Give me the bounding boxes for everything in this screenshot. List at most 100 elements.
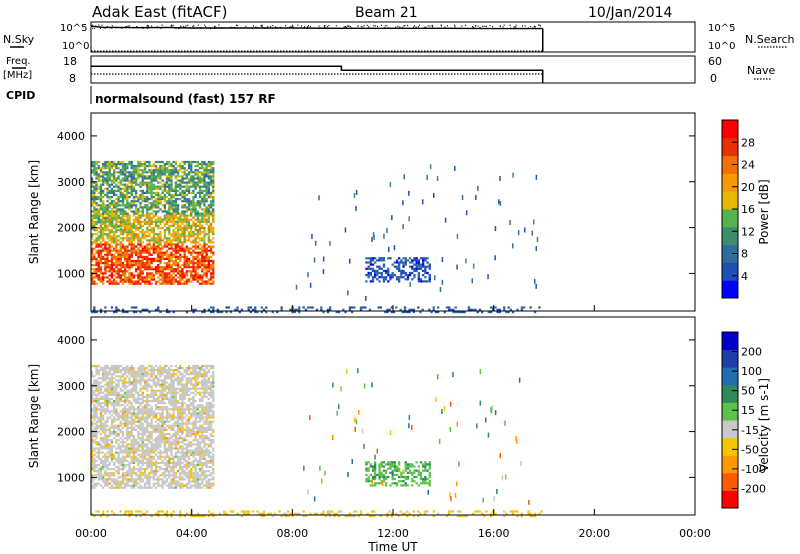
power-cell	[130, 243, 133, 246]
velocity-cell	[113, 420, 116, 423]
velocity-cell	[146, 385, 149, 388]
power-cell	[205, 165, 208, 168]
power-cell	[130, 206, 133, 209]
power-cell	[93, 165, 96, 168]
power-cell	[108, 264, 111, 267]
power-cell	[113, 231, 116, 234]
power-cell	[174, 214, 177, 217]
power-cell	[533, 219, 535, 225]
velocity-cell	[106, 364, 109, 368]
power-cell	[426, 271, 429, 275]
power-cell	[126, 245, 129, 248]
velocity-cell	[170, 437, 173, 440]
power-cell	[179, 241, 182, 244]
velocity-cell	[157, 373, 160, 376]
velocity-cell	[97, 424, 100, 427]
power-cell	[111, 221, 114, 224]
velocity-cell	[110, 375, 114, 378]
velocity-cell	[110, 424, 114, 427]
power-cell	[132, 282, 136, 285]
power-cell	[130, 266, 133, 269]
power-cell	[106, 237, 109, 240]
velocity-cell	[119, 379, 122, 382]
velocity-cell	[99, 457, 103, 460]
power-cell	[194, 208, 197, 211]
power-cell	[190, 274, 193, 277]
velocity-cell	[99, 377, 103, 380]
power-cell	[130, 253, 133, 256]
velocity-cell	[95, 433, 98, 436]
velocity-cell	[165, 375, 169, 378]
colorbar-swatch	[722, 155, 738, 174]
power-cell	[402, 269, 405, 272]
velocity-cell	[143, 383, 147, 386]
power-cell	[102, 282, 105, 285]
power-cell	[132, 222, 136, 225]
power-cell	[150, 179, 153, 182]
power-cell	[110, 255, 114, 258]
velocity-cell	[91, 468, 94, 471]
power-cell	[135, 169, 138, 172]
power-cell	[132, 264, 136, 267]
velocity-cell	[165, 412, 169, 415]
power-cell	[159, 282, 162, 285]
velocity-cell	[97, 426, 100, 429]
power-cell	[132, 239, 136, 242]
nsky-point	[200, 27, 202, 29]
power-cell	[128, 220, 131, 223]
velocity-cell	[95, 397, 98, 401]
power-cell	[265, 306, 268, 309]
velocity-cell	[99, 389, 103, 392]
power-cell	[132, 306, 136, 309]
power-cell	[132, 169, 136, 172]
power-cell	[249, 306, 252, 309]
power-cell	[181, 189, 184, 192]
power-cell	[143, 282, 147, 285]
power-cell	[205, 247, 208, 250]
power-cell	[170, 241, 173, 244]
power-cell	[181, 175, 184, 178]
power-cell	[95, 171, 98, 174]
power-cell	[117, 276, 120, 279]
velocity-cell	[163, 482, 166, 485]
velocity-cell	[91, 474, 94, 477]
power-cell	[121, 262, 125, 265]
colorbar-tick-label: 4	[741, 270, 748, 283]
velocity-cell	[108, 478, 111, 481]
power-cell	[102, 202, 105, 205]
velocity-cell	[119, 364, 122, 368]
velocity-cell	[137, 393, 140, 396]
velocity-cell	[165, 416, 169, 419]
power-cell	[170, 202, 173, 205]
velocity-cell	[121, 459, 125, 462]
power-cell	[152, 276, 155, 279]
velocity-cell	[159, 371, 162, 374]
velocity-cell	[132, 472, 136, 475]
velocity-cell	[130, 404, 133, 407]
power-cell	[143, 245, 147, 248]
power-cell	[141, 251, 144, 254]
power-cell	[209, 274, 213, 277]
velocity-cell	[148, 478, 151, 481]
velocity-cell	[159, 379, 162, 382]
velocity-cell	[130, 373, 133, 376]
velocity-cell	[110, 457, 114, 460]
power-cell	[104, 193, 107, 197]
velocity-cell	[126, 470, 129, 473]
power-cell	[141, 270, 144, 273]
velocity-cell	[135, 459, 138, 462]
nsky-point	[319, 27, 321, 29]
velocity-cell	[150, 389, 153, 392]
power-cell	[165, 181, 169, 184]
power-cell	[124, 218, 127, 221]
velocity-cell	[93, 381, 96, 384]
velocity-cell	[137, 486, 140, 489]
power-cell	[104, 218, 107, 221]
power-cell	[207, 163, 210, 166]
velocity-cell	[91, 435, 94, 438]
power-cell	[196, 214, 199, 217]
velocity-cell	[95, 383, 98, 386]
nsky-point	[427, 25, 429, 27]
velocity-cell	[121, 400, 125, 403]
power-cell	[106, 171, 109, 174]
